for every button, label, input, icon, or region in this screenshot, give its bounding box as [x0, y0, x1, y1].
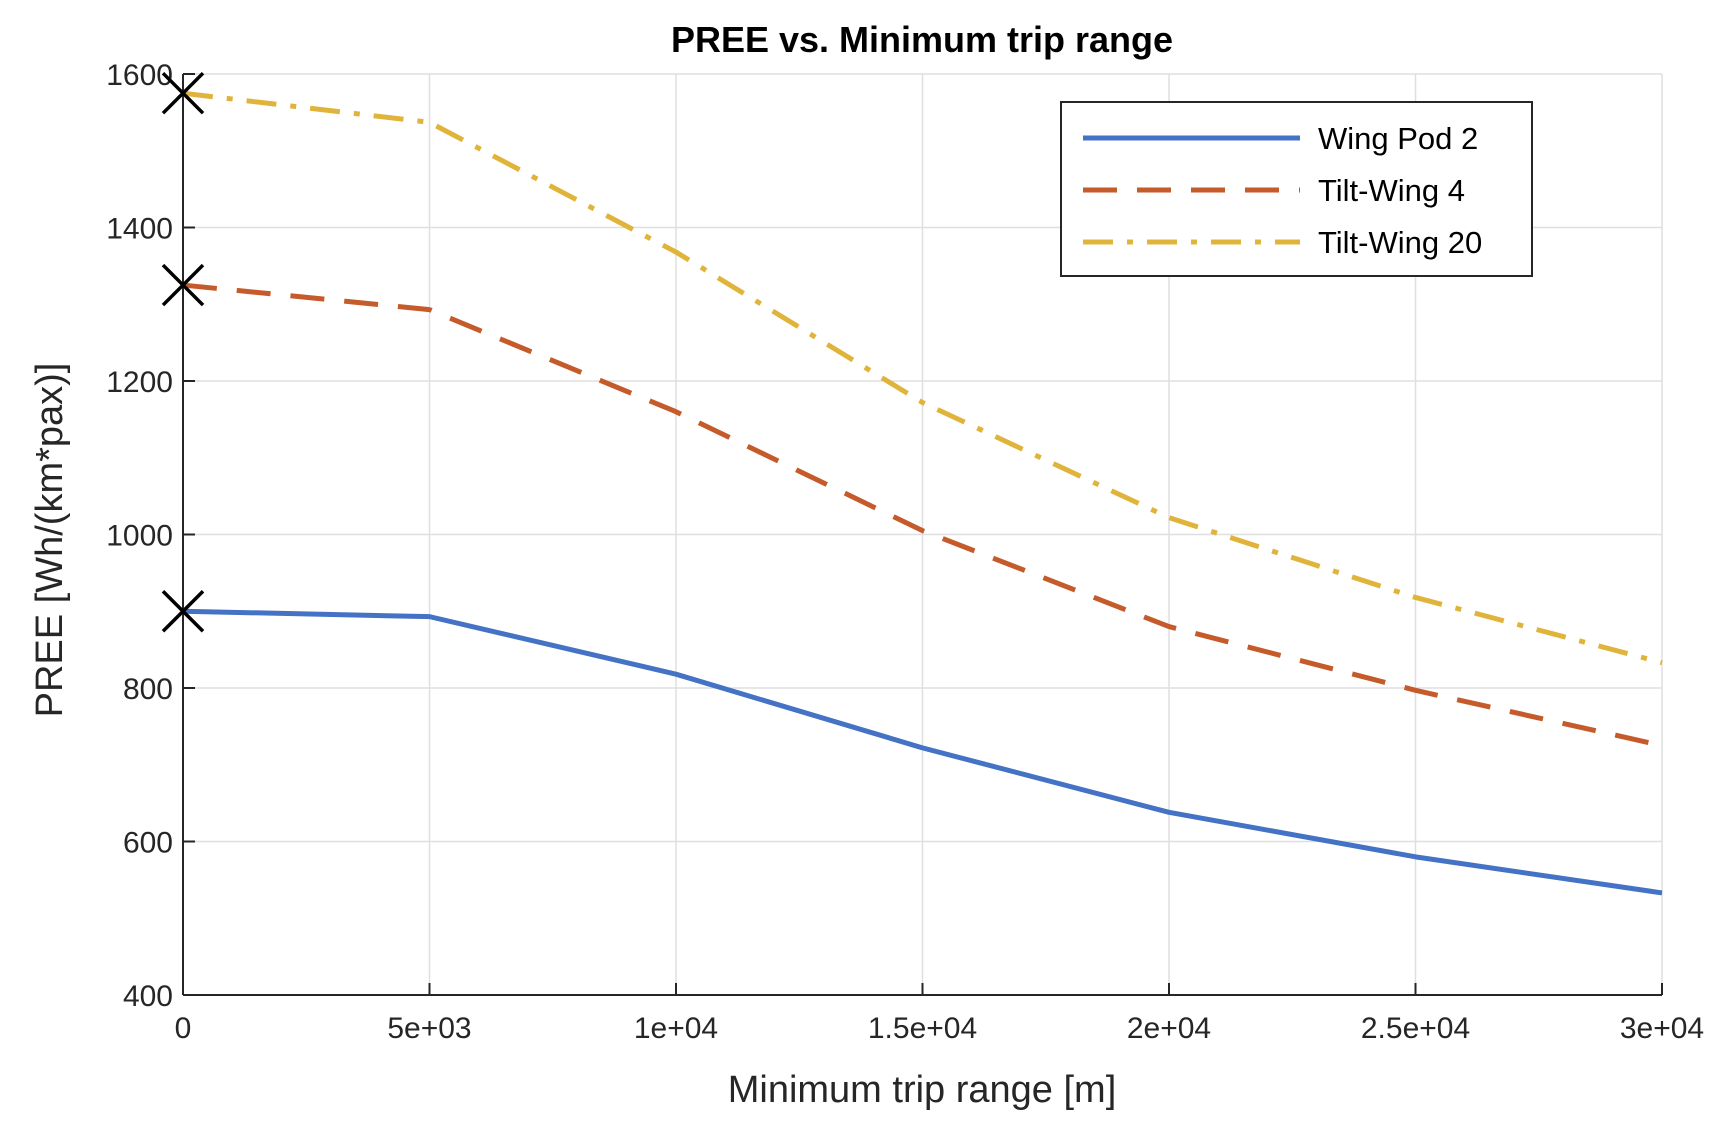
x-marker [161, 71, 205, 115]
x-axis-label: Minimum trip range [m] [728, 1069, 1117, 1111]
axes: 0 5e+03 1e+04 1.5e+04 2e+04 2.5e+04 3e+04 400 60… [106, 59, 1704, 1045]
legend-label: Tilt-Wing 20 [1318, 225, 1482, 260]
x-tick-label: 1e+04 [634, 1012, 718, 1045]
y-tick-label: 1400 [106, 213, 173, 246]
series-line-wing-pod-2 [182, 608, 1663, 896]
series-lines [182, 90, 1663, 896]
x-tick-label: 2e+04 [1127, 1012, 1211, 1045]
x-tick-label: 0 [175, 1012, 192, 1045]
legend: Wing Pod 2 Tilt-Wing 4 Tilt-Wing 20 [1060, 101, 1533, 277]
x-tick-label: 2.5e+04 [1361, 1012, 1470, 1045]
series-line-tilt-wing-4 [182, 282, 1663, 749]
x-tick-label: 1.5e+04 [868, 1012, 977, 1045]
y-tick-label: 600 [123, 827, 173, 860]
x-marker-stroke [161, 590, 205, 633]
x-marker [161, 590, 205, 633]
series-line-tilt-wing-20 [182, 90, 1663, 666]
legend-label: Tilt-Wing 4 [1318, 173, 1465, 208]
y-tick-label: 1200 [106, 366, 173, 399]
x-marker-stroke [161, 263, 205, 307]
y-axis-label: PREE [Wh/(km*pax)] [29, 363, 71, 718]
y-tick-label: 1000 [106, 520, 173, 553]
legend-label: Wing Pod 2 [1318, 121, 1478, 156]
x-tick-label: 5e+03 [387, 1012, 471, 1045]
y-tick-label: 400 [123, 980, 173, 1013]
y-tick-label: 800 [123, 673, 173, 706]
x-marker [161, 263, 205, 307]
chart-title: PREE vs. Minimum trip range [671, 19, 1173, 60]
x-markers [161, 71, 205, 633]
x-tick-label: 3e+04 [1620, 1012, 1704, 1045]
y-tick-label: 1600 [106, 59, 173, 92]
x-marker-stroke [161, 71, 205, 115]
